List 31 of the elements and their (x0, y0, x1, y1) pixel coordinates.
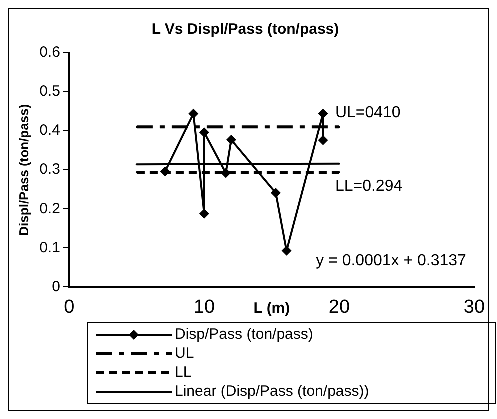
x-tick-label: 0 (64, 296, 75, 318)
point (226, 135, 236, 146)
point (318, 135, 328, 146)
point (282, 246, 292, 256)
legend-label: Disp/Pass (ton/pass) (175, 326, 314, 343)
point (221, 168, 232, 178)
annotation: UL=0410 (335, 104, 401, 122)
legend-label: UL (175, 345, 194, 362)
y-tick-label: 0.1 (40, 239, 60, 256)
y-tick-label: 0.3 (40, 161, 60, 178)
y-tick-label: 0.2 (40, 200, 60, 218)
x-tick-label: 30 (464, 296, 486, 318)
y-tick-label: 0.6 (40, 44, 60, 62)
legend-label: LL (175, 364, 192, 381)
point (318, 108, 328, 119)
point (270, 188, 281, 198)
point (199, 208, 210, 219)
point (188, 108, 199, 119)
x-tick-label: 10 (194, 296, 216, 318)
annotation: y = 0.0001x + 0.3137 (316, 252, 467, 270)
y-tick-label: 0.4 (40, 122, 60, 140)
legend-label: Linear (Disp/Pass (ton/pass)) (175, 383, 370, 400)
x-tick-label: 20 (328, 296, 350, 318)
y-tick-label: 0.5 (40, 83, 60, 100)
chart-title: L Vs Displ/Pass (ton/pass) (152, 21, 340, 38)
y-axis-title: Displ/Pass (ton/pass) (16, 104, 32, 236)
y-tick-label: 0 (52, 278, 60, 296)
point (160, 166, 170, 177)
point (199, 128, 210, 138)
x-axis-title: L (m) (254, 300, 290, 318)
annotation: LL=0.294 (335, 178, 403, 195)
